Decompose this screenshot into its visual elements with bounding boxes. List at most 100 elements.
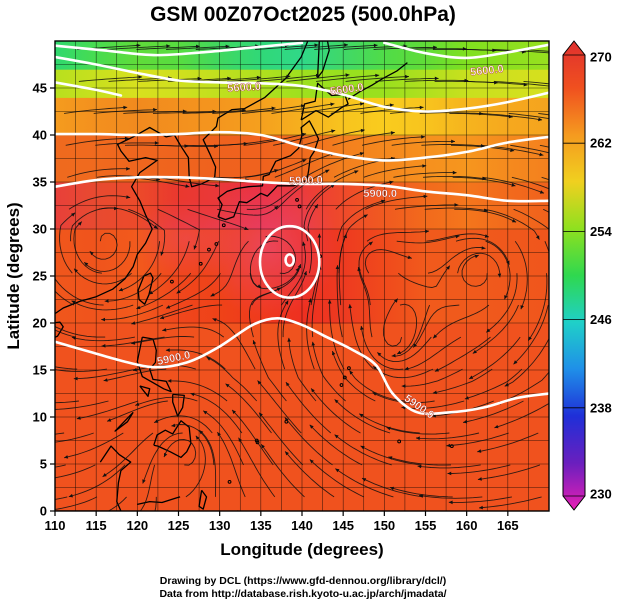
stream-arrowhead [302, 241, 306, 246]
stream-arrowhead [104, 299, 109, 303]
colorbar-tick-label: 270 [590, 50, 612, 65]
streamline [73, 268, 132, 285]
stream-arrowhead [484, 234, 489, 238]
stream-arrowhead [535, 235, 540, 240]
streamline [315, 74, 380, 82]
stream-arrowhead [330, 102, 335, 107]
stream-arrowhead [401, 405, 406, 410]
stream-arrowhead [335, 468, 340, 473]
stream-arrowhead [612, 87, 616, 91]
colorbar-tick-label: 238 [590, 400, 612, 415]
streamline [282, 270, 307, 338]
streamline [335, 468, 394, 498]
stream-arrowhead [348, 304, 352, 309]
streamline [252, 340, 287, 402]
stream-arrowhead [131, 321, 136, 325]
streamline [135, 396, 198, 406]
streamline [217, 205, 279, 216]
stream-arrowhead [309, 459, 314, 464]
streamline [95, 142, 159, 146]
streamline [401, 400, 465, 409]
stream-arrowhead [434, 76, 439, 81]
streamline [238, 437, 276, 498]
stream-arrowhead [416, 436, 420, 441]
island-outline [397, 439, 402, 444]
stream-arrowhead [552, 51, 556, 55]
island-outline [170, 279, 174, 284]
streamline [478, 112, 543, 121]
colorbar-tick-label: 262 [590, 136, 612, 151]
stream-arrowhead [469, 375, 474, 379]
streamline [106, 400, 168, 422]
stream-arrowhead [215, 183, 220, 188]
stream-arrowhead [539, 190, 544, 194]
stream-arrowhead [136, 305, 141, 310]
stream-arrowhead [344, 43, 348, 47]
streamline [422, 175, 487, 180]
stream-arrowhead [360, 445, 365, 450]
stream-arrowhead [451, 139, 455, 144]
streamline [455, 237, 510, 265]
streamline [391, 304, 431, 357]
streamline [106, 45, 171, 50]
stream-arrowhead [360, 325, 364, 330]
streamline [55, 329, 76, 338]
stream-arrowhead [153, 107, 157, 112]
contour-label: 5900.0 [289, 174, 323, 187]
streamline [68, 195, 131, 210]
stream-arrowhead [472, 349, 477, 354]
stream-arrowhead [167, 379, 172, 383]
stream-arrowhead [274, 206, 279, 210]
streamline [206, 356, 258, 402]
streamline [225, 383, 272, 434]
streamline [163, 438, 197, 466]
stream-arrowhead [327, 299, 332, 304]
streamline [65, 137, 129, 146]
stream-arrowhead [401, 384, 406, 388]
stream-arrowhead [4, 501, 8, 505]
streamline [55, 290, 75, 306]
streamline [286, 74, 350, 82]
stream-arrowhead [225, 383, 230, 388]
streamline [55, 496, 98, 510]
streamline [152, 110, 217, 114]
stream-arrowhead [419, 494, 424, 498]
stream-arrowhead [393, 298, 398, 303]
streamline [55, 366, 78, 370]
stream-arrowhead [494, 424, 499, 429]
island-outline [342, 375, 347, 380]
stream-arrowhead [212, 318, 217, 322]
contour-label: 5600.0 [329, 81, 364, 98]
stream-arrowhead [217, 432, 221, 437]
x-tick-label: 145 [332, 518, 354, 533]
streamline [358, 241, 373, 306]
streamline [514, 240, 528, 310]
stream-arrowhead [103, 378, 108, 382]
stream-arrowhead [160, 315, 165, 320]
stream-arrowhead [257, 284, 262, 288]
streamline [195, 45, 260, 50]
streamline [281, 241, 306, 306]
streamline [457, 252, 501, 278]
x-tick-label: 135 [250, 518, 272, 533]
coastline [136, 336, 172, 393]
closed-height-contour [258, 224, 321, 299]
stream-arrowhead [302, 132, 307, 137]
streamline [365, 195, 428, 210]
streamline [73, 368, 137, 380]
x-tick-label: 165 [497, 518, 519, 533]
stream-arrowhead [454, 203, 459, 207]
streamline [349, 304, 374, 370]
coastline [114, 411, 134, 432]
streamline [107, 496, 127, 511]
stream-arrowhead [164, 452, 168, 458]
stream-arrowhead [197, 76, 202, 81]
streamline [482, 176, 545, 194]
stream-arrowhead [511, 219, 517, 223]
streamline [104, 272, 162, 302]
stream-arrowhead [185, 184, 190, 188]
streamline [494, 402, 549, 429]
streamline [190, 392, 243, 434]
streamline [182, 109, 246, 114]
stream-arrowhead [203, 410, 208, 415]
